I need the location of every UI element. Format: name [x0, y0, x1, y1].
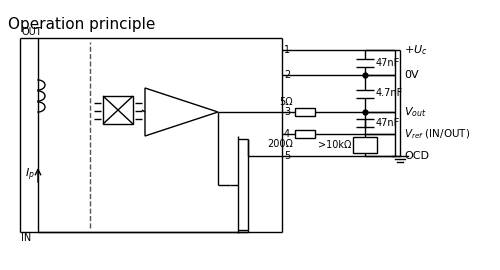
Text: 47nF: 47nF	[376, 58, 400, 68]
Text: 5: 5	[284, 151, 290, 161]
Text: OCD: OCD	[404, 151, 429, 161]
Text: 5Ω: 5Ω	[280, 97, 293, 107]
Text: $I_p$: $I_p$	[25, 167, 35, 183]
Text: OUT: OUT	[21, 27, 42, 37]
Text: 1: 1	[284, 45, 290, 55]
Text: $V_{out}$: $V_{out}$	[404, 105, 426, 119]
Text: 200Ω: 200Ω	[267, 139, 293, 149]
Bar	[295, 108, 315, 116]
Text: >10kΩ: >10kΩ	[318, 140, 351, 150]
Bar	[353, 137, 377, 153]
Text: 3: 3	[284, 107, 290, 117]
Bar	[103, 96, 133, 124]
Text: Operation principle: Operation principle	[8, 17, 156, 32]
Text: 4.7nF: 4.7nF	[376, 89, 403, 99]
Text: $V_{ref}$ (IN/OUT): $V_{ref}$ (IN/OUT)	[404, 127, 470, 141]
Text: 4: 4	[284, 129, 290, 139]
Text: IN: IN	[21, 233, 31, 243]
Text: 0V: 0V	[404, 70, 418, 80]
Text: 47nF: 47nF	[376, 118, 400, 128]
Text: 2: 2	[284, 70, 290, 80]
Bar	[295, 130, 315, 138]
Text: $+U_c$: $+U_c$	[404, 43, 427, 57]
